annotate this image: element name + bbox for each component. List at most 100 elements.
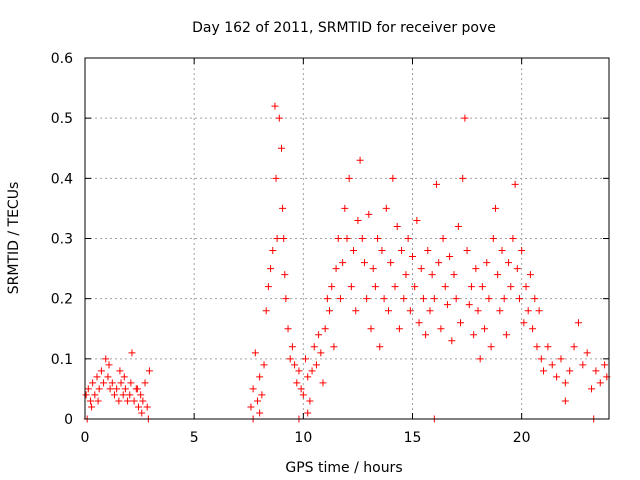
data-points [82, 102, 611, 423]
data-point [108, 379, 116, 387]
data-point [561, 397, 569, 405]
data-point [304, 409, 312, 417]
data-point [579, 361, 587, 369]
data-point [273, 235, 281, 242]
data-point [413, 216, 421, 224]
data-point [448, 337, 456, 345]
data-point [260, 361, 268, 369]
data-point [588, 385, 596, 393]
data-point [281, 271, 289, 279]
x-tick-label: 20 [513, 430, 531, 446]
data-point [574, 319, 582, 327]
data-point [433, 180, 441, 188]
data-point [143, 403, 151, 411]
data-point [472, 265, 480, 273]
x-tick-label: 10 [294, 430, 312, 446]
data-point [557, 355, 565, 363]
data-point [426, 307, 434, 315]
data-point [264, 283, 272, 291]
data-point [130, 397, 138, 405]
data-point [583, 349, 591, 357]
x-tick-label: 5 [190, 430, 199, 446]
data-point [137, 391, 145, 399]
data-point [319, 379, 327, 387]
data-point [91, 391, 99, 399]
data-point [406, 307, 414, 315]
data-point [592, 367, 600, 375]
data-point [476, 355, 484, 363]
data-point [570, 343, 578, 351]
data-point [511, 180, 519, 188]
data-point [139, 397, 147, 405]
data-point [93, 373, 101, 381]
data-point [544, 343, 552, 351]
data-point [535, 307, 543, 315]
data-point [369, 265, 377, 273]
data-point [419, 295, 427, 303]
data-point [256, 373, 264, 381]
data-point [306, 397, 314, 405]
data-point [566, 367, 574, 375]
data-point [465, 301, 473, 309]
data-point [113, 385, 121, 393]
data-point [94, 397, 102, 405]
data-point [487, 343, 495, 351]
data-point [463, 247, 471, 255]
data-point [100, 379, 108, 387]
data-point [446, 253, 454, 261]
data-point [443, 301, 451, 309]
data-point [145, 367, 153, 375]
data-point [339, 259, 347, 267]
data-point [498, 247, 506, 255]
data-point [84, 385, 92, 393]
data-point [116, 367, 124, 375]
data-point [249, 385, 257, 393]
y-tick-label: 0 [64, 412, 73, 428]
data-point [457, 319, 465, 327]
data-point [378, 247, 386, 255]
data-point [380, 295, 388, 303]
data-point [478, 283, 486, 291]
data-point [526, 271, 534, 279]
data-point [363, 295, 371, 303]
y-tick-label: 0.1 [51, 352, 73, 368]
data-point [97, 367, 105, 375]
data-point [115, 397, 123, 405]
data-point [119, 391, 127, 399]
data-point [529, 325, 537, 333]
data-point [347, 283, 355, 291]
data-point [278, 144, 285, 152]
data-point [332, 265, 340, 273]
data-point [417, 265, 425, 273]
data-point [358, 235, 366, 242]
data-point [485, 295, 493, 303]
data-point [286, 355, 294, 363]
data-point [352, 307, 360, 315]
data-point [350, 247, 358, 255]
data-point [502, 331, 510, 339]
data-point [291, 361, 299, 369]
data-point [326, 307, 334, 315]
data-point [302, 355, 310, 363]
x-axis-label: GPS time / hours [285, 460, 402, 476]
data-point [317, 349, 325, 357]
data-point [371, 283, 379, 291]
data-point [295, 367, 303, 375]
data-point [522, 283, 530, 291]
data-point [374, 235, 382, 242]
data-point [389, 174, 397, 182]
y-tick-label: 0.6 [51, 51, 73, 67]
x-tick-label: 0 [81, 430, 90, 446]
data-point [404, 235, 412, 242]
data-point [382, 204, 390, 212]
data-point [297, 385, 305, 393]
data-point [247, 403, 255, 411]
data-point [387, 259, 395, 267]
data-point [515, 295, 523, 303]
data-point [82, 391, 90, 399]
data-point [376, 343, 384, 351]
data-point [110, 391, 118, 399]
y-tick-label: 0.4 [51, 171, 73, 187]
data-point [106, 385, 114, 393]
data-point [138, 409, 146, 417]
